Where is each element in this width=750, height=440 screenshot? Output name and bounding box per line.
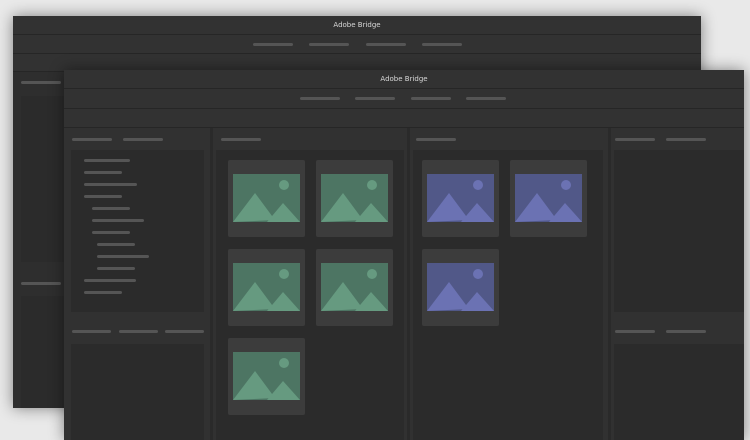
image-placeholder-icon	[321, 263, 388, 311]
image-placeholder-icon	[233, 174, 300, 222]
tree-item[interactable]	[97, 243, 135, 246]
tab-export[interactable]	[165, 330, 204, 333]
tree-item[interactable]	[84, 195, 122, 198]
tab-metadata[interactable]	[615, 330, 655, 333]
toolbar-item[interactable]	[422, 43, 462, 46]
image-placeholder-icon	[427, 174, 494, 222]
thumbnail[interactable]	[228, 160, 305, 237]
image-placeholder-icon	[427, 263, 494, 311]
thumbnail[interactable]	[316, 160, 393, 237]
filter-panel	[71, 344, 204, 440]
tab-collections[interactable]	[119, 330, 158, 333]
image-placeholder-icon	[233, 352, 300, 400]
tab-keywords[interactable]	[666, 330, 706, 333]
toolbar-item[interactable]	[466, 97, 506, 100]
preview-panel	[614, 150, 744, 312]
tab-content[interactable]	[221, 138, 261, 141]
thumbnail[interactable]	[316, 249, 393, 326]
image-placeholder-icon	[515, 174, 582, 222]
thumbnail-grid-2	[413, 150, 603, 440]
left-panel	[64, 128, 213, 440]
back-window-title: Adobe Bridge	[333, 21, 381, 29]
front-pathbar	[64, 109, 744, 128]
tab-preview[interactable]	[615, 138, 655, 141]
thumbnail[interactable]	[228, 338, 305, 415]
folder-tree	[71, 150, 204, 312]
thumbnail-grid	[216, 150, 404, 440]
image-placeholder-icon	[233, 263, 300, 311]
panel-tab[interactable]	[21, 81, 61, 84]
tree-item[interactable]	[84, 291, 122, 294]
toolbar-item[interactable]	[300, 97, 340, 100]
tree-item[interactable]	[92, 207, 130, 210]
tree-item[interactable]	[97, 267, 135, 270]
image-placeholder-icon	[321, 174, 388, 222]
back-title-bar: Adobe Bridge	[13, 16, 701, 35]
tree-item[interactable]	[92, 231, 130, 234]
right-panel	[611, 128, 744, 440]
front-window: Adobe Bridge	[64, 70, 744, 440]
toolbar-item[interactable]	[355, 97, 395, 100]
tab-favorites[interactable]	[72, 138, 112, 141]
tree-item[interactable]	[84, 183, 137, 186]
tab-content-2[interactable]	[416, 138, 456, 141]
tab-inspector[interactable]	[666, 138, 706, 141]
panel-tab[interactable]	[21, 282, 61, 285]
toolbar-item[interactable]	[309, 43, 349, 46]
thumbnail[interactable]	[228, 249, 305, 326]
tab-folders[interactable]	[123, 138, 163, 141]
toolbar-item[interactable]	[366, 43, 406, 46]
tab-filter[interactable]	[72, 330, 111, 333]
thumbnail[interactable]	[510, 160, 587, 237]
tree-item[interactable]	[84, 159, 130, 162]
tree-item[interactable]	[92, 219, 144, 222]
thumbnail[interactable]	[422, 160, 499, 237]
front-toolbar	[64, 89, 744, 109]
back-toolbar	[13, 35, 701, 54]
tree-item[interactable]	[84, 279, 136, 282]
tree-item[interactable]	[84, 171, 122, 174]
metadata-panel	[614, 344, 744, 440]
front-window-title: Adobe Bridge	[380, 75, 428, 83]
front-title-bar: Adobe Bridge	[64, 70, 744, 89]
toolbar-item[interactable]	[411, 97, 451, 100]
back-left-panel	[21, 96, 66, 262]
content-panel-2	[410, 128, 611, 440]
tree-item[interactable]	[97, 255, 149, 258]
thumbnail[interactable]	[422, 249, 499, 326]
back-left-panel-bottom	[21, 296, 66, 408]
content-panel-1	[213, 128, 410, 440]
toolbar-item[interactable]	[253, 43, 293, 46]
